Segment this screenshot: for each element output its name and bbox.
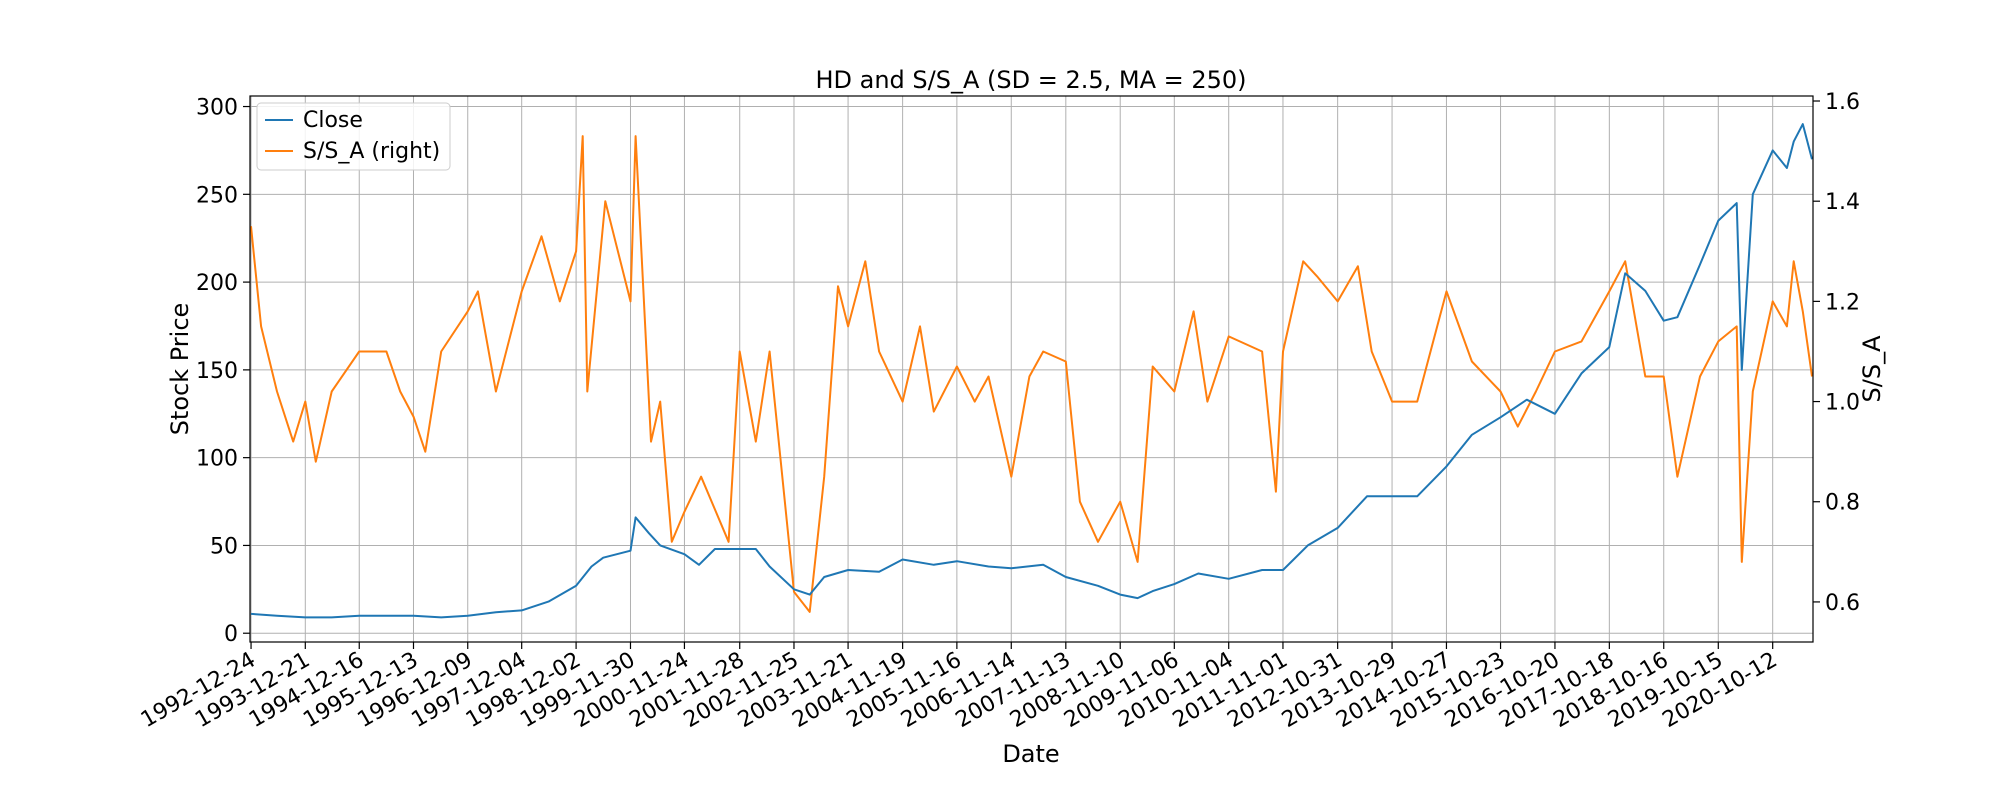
right-y-tick-label: 1.2 <box>1825 290 1860 315</box>
left-y-axis: 0 50 100 150 200 250 300 <box>196 96 250 647</box>
left-y-tick-label: 200 <box>196 271 238 296</box>
legend-label-close: Close <box>303 108 363 133</box>
chart-title: HD and S/S_A (SD = 2.5, MA = 250) <box>815 66 1246 94</box>
left-y-tick-label: 50 <box>210 534 238 559</box>
legend-box <box>256 102 451 171</box>
left-y-axis-label: Stock Price <box>166 303 194 436</box>
legend: Close S/S_A (right) <box>256 102 451 171</box>
grid <box>250 96 1813 642</box>
left-y-tick-label: 150 <box>196 359 238 384</box>
left-y-tick-label: 250 <box>196 183 238 208</box>
right-series-layer <box>250 135 1813 613</box>
left-y-tick-label: 300 <box>196 96 238 121</box>
right-y-tick-label: 1.6 <box>1825 90 1860 115</box>
right-y-tick-label: 0.8 <box>1825 491 1860 516</box>
x-axis-label: Date <box>1002 740 1059 768</box>
right-y-axis-label: S/S_A <box>1858 335 1886 403</box>
left-y-tick-label: 0 <box>224 622 238 647</box>
right-y-axis: 0.6 0.8 1.0 1.2 1.4 1.6 <box>1813 90 1860 616</box>
x-axis: 1992-12-241993-12-211994-12-161995-12-13… <box>137 642 1782 733</box>
left-y-tick-label: 100 <box>196 447 238 472</box>
right-y-tick-label: 1.0 <box>1825 391 1860 416</box>
right-y-tick-label: 1.4 <box>1825 190 1860 215</box>
legend-label-ssa: S/S_A (right) <box>303 139 440 164</box>
series-line-close <box>250 123 1813 619</box>
right-y-tick-label: 0.6 <box>1825 591 1860 616</box>
series-line-ssa <box>250 135 1813 613</box>
left-series-layer <box>250 123 1813 619</box>
plot-frame <box>249 95 1814 643</box>
